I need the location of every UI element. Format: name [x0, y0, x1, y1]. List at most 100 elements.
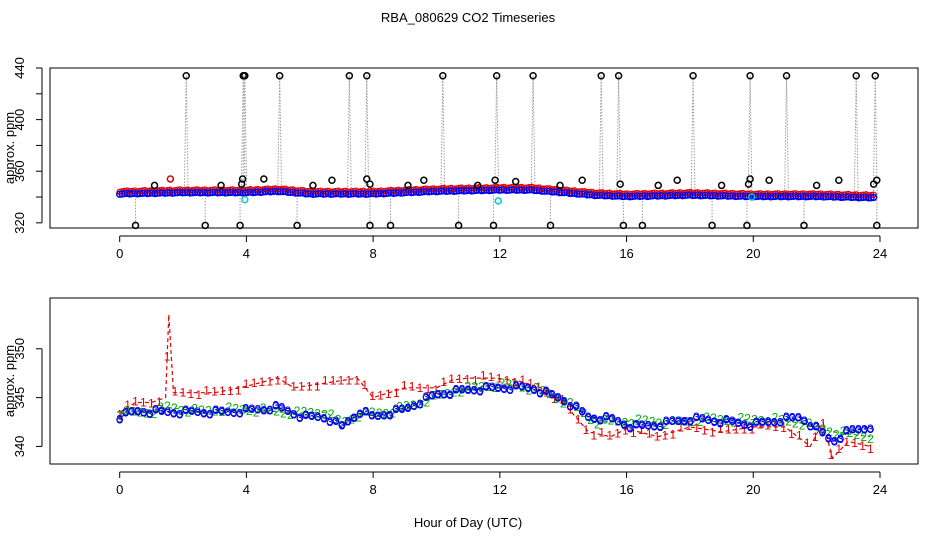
series-3-marker: 3: [417, 398, 424, 412]
series-3-marker: 3: [321, 411, 328, 425]
spike-point: [597, 71, 605, 80]
series-1-marker: 1: [638, 423, 645, 437]
outlier-point: [835, 176, 843, 185]
series-3-circle: [801, 417, 808, 425]
series-2-marker: 2: [267, 403, 274, 417]
series-2-marker: 2: [280, 406, 287, 420]
top-plot-frame: [49, 67, 919, 229]
series-3-marker: 3: [531, 383, 538, 397]
series-2-marker: 2: [567, 395, 574, 409]
series-3-circle: [734, 419, 742, 427]
series-3-marker: 3: [242, 401, 249, 415]
series-1-marker: 1: [543, 386, 550, 400]
red-marker-point: [166, 175, 175, 183]
series-3-circle: [825, 434, 832, 442]
series-2-marker: 2: [710, 411, 717, 425]
series-3-marker: 3: [303, 408, 310, 422]
series-3-marker: 3: [140, 406, 147, 420]
series-2-marker: 2: [785, 414, 792, 428]
top-x-tick-label: 4: [243, 246, 250, 261]
series-3-circle: [746, 423, 754, 431]
series-3-marker: 3: [309, 409, 316, 423]
series-3-marker: 3: [200, 406, 207, 420]
series-1-marker: 1: [116, 408, 123, 422]
series-2-marker: 2: [191, 401, 198, 415]
series-1-marker: 1: [203, 383, 210, 397]
series-3-circle: [188, 407, 196, 415]
series-3-circle: [776, 419, 784, 427]
bottom-panel: 11 1 1 1 111 1 1 1 1 1 1 1 1 1 1 1 1 1 1 1 1 1 1 1 1 1 1 1 11 1 1 11 1 1 1…: [2, 297, 919, 530]
series-3-marker: 3: [849, 423, 856, 437]
series-2-marker: 2: [799, 419, 806, 433]
series-3-marker: 3: [248, 402, 255, 416]
series-3-circle: [584, 413, 592, 421]
spike-line: [240, 75, 244, 192]
top-x-tick-label: 0: [116, 246, 123, 261]
series-3-circle: [296, 414, 304, 422]
series-3-circle: [608, 415, 616, 422]
series-3-marker: 3: [513, 378, 520, 392]
series-3-circle: [590, 415, 598, 423]
spike-line: [874, 75, 878, 198]
series-3-marker: 3: [627, 421, 634, 435]
series-2-marker: 2: [410, 398, 417, 412]
series-1-marker: 1: [670, 427, 677, 441]
series-3-circle: [614, 418, 622, 426]
series-3-marker: 3: [693, 410, 700, 424]
series-3-marker: 3: [825, 431, 832, 445]
series-3-marker: 3: [134, 404, 141, 418]
series-1-marker: 1: [622, 424, 629, 438]
series-3-marker: 3: [663, 414, 670, 428]
series-3-circle: [290, 411, 298, 419]
series-3-circle: [813, 422, 820, 430]
outlier-point: [873, 176, 881, 185]
series-2-marker: 2: [198, 403, 205, 417]
series-3-marker: 3: [261, 403, 268, 417]
series-3-marker: 3: [633, 417, 640, 431]
series-3-circle: [116, 416, 124, 423]
outlier-point: [578, 176, 586, 185]
series-3-circle: [626, 424, 634, 432]
series-2-marker: 2: [451, 386, 458, 400]
series-3-circle: [158, 407, 166, 415]
series-1-marker: 1: [733, 423, 740, 437]
series-3-marker: 3: [525, 381, 532, 395]
series-3-marker: 3: [339, 418, 346, 432]
bottom-y-tick-label: 350: [12, 338, 27, 360]
series-1-marker: 1: [211, 385, 218, 399]
series-3-marker: 3: [675, 414, 682, 428]
series-3-circle: [837, 435, 844, 443]
bottom-y-tick-label: 340: [12, 436, 27, 458]
series-3-circle: [542, 387, 550, 395]
series-2-marker: 2: [157, 400, 164, 414]
series-3-marker: 3: [735, 416, 742, 430]
series-3-marker: 3: [801, 414, 808, 428]
series-3-circle: [692, 413, 700, 421]
series-1-marker: 1: [377, 388, 384, 402]
series-1-marker: 1: [172, 385, 179, 399]
series-2-marker: 2: [116, 409, 123, 423]
series-3-circle: [710, 418, 718, 426]
series-3-marker: 3: [597, 413, 604, 427]
series-1-marker: 1: [369, 389, 376, 403]
spike-line: [532, 75, 536, 190]
spike-point: [363, 71, 371, 80]
series-3-circle: [554, 394, 562, 402]
spike-line: [598, 75, 602, 195]
series-2-marker: 2: [471, 379, 478, 393]
outlier-point: [238, 175, 247, 183]
top-panel: 0 4 8 12 16 20 24 320 360 400 440 approx. ppm: [2, 57, 919, 261]
series-3-marker: 3: [345, 415, 352, 429]
series-2-marker: 2: [608, 414, 615, 428]
series-1-marker: 1: [867, 442, 874, 456]
series-2-marker: 2: [594, 417, 601, 431]
outlier-point: [812, 181, 821, 190]
series-3-circle: [536, 389, 544, 397]
spike-line: [496, 75, 500, 190]
series-3-marker: 3: [399, 402, 406, 416]
series-1-line: [119, 314, 871, 460]
outlier-point: [366, 180, 374, 188]
series-1-marker: 1: [504, 373, 511, 387]
series-3-marker: 3: [471, 384, 478, 398]
spike-line: [442, 75, 446, 191]
